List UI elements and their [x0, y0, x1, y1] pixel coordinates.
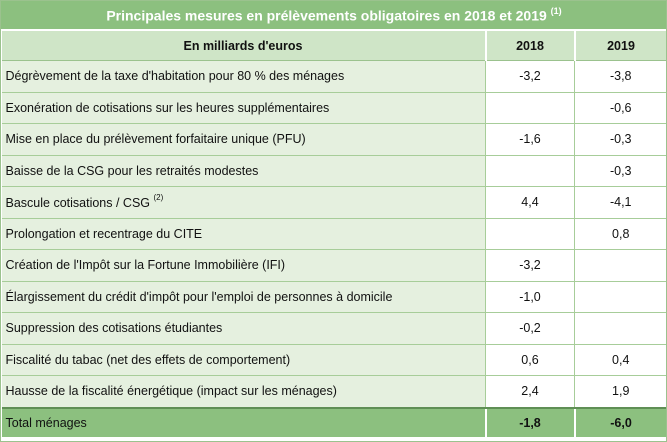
measure-label-cell: Fiscalité du tabac (net des effets de co… [1, 344, 486, 376]
value-2019-cell: 1,9 [573, 375, 667, 408]
value-2019: 0,4 [612, 352, 630, 367]
table-row: Élargissement du crédit d'impôt pour l'e… [1, 281, 667, 313]
table-row: Hausse de la fiscalité énergétique (impa… [1, 375, 667, 408]
year-2018-header: 2018 [485, 30, 576, 61]
table-title-row: Principales mesures en prélèvements obli… [0, 0, 667, 31]
value-2019: -3,8 [609, 69, 632, 84]
value-2019-cell: -0,3 [573, 155, 667, 187]
value-2018-cell: -3,2 [485, 249, 575, 282]
measure-label-cell: Prolongation et recentrage du CITE [1, 218, 486, 250]
measure-label: Exonération de cotisations sur les heure… [5, 100, 330, 115]
total-label: Total ménages [1, 406, 486, 437]
measure-label-cell: Exonération de cotisations sur les heure… [1, 92, 486, 124]
table-row: Mise en place du prélèvement forfaitaire… [1, 123, 667, 156]
measure-label: Hausse de la fiscalité énergétique (impa… [5, 384, 337, 399]
table-row: Prolongation et recentrage du CITE 0,8 [1, 218, 667, 250]
measure-label-cell: Création de l'Impôt sur la Fortune Immob… [1, 249, 486, 282]
table-title: Principales mesures en prélèvements obli… [0, 0, 667, 31]
measure-label-cell: Mise en place du prélèvement forfaitaire… [1, 123, 486, 156]
value-2019-cell [573, 249, 667, 282]
table-row: Suppression des cotisations étudiantes -0… [1, 312, 667, 345]
value-2018: 4,4 [521, 195, 539, 210]
value-2019: -0,3 [609, 163, 632, 178]
table-row: Exonération de cotisations sur les heure… [1, 92, 667, 124]
value-2018-cell: 4,4 [485, 186, 575, 219]
value-2019-cell: -0,3 [573, 123, 667, 156]
value-2019-cell: -3,8 [573, 60, 667, 93]
measure-label: Prolongation et recentrage du CITE [5, 226, 203, 241]
measure-label-cell: Bascule cotisations / CSG (2) [1, 186, 486, 219]
value-2019: 0,8 [612, 226, 630, 241]
value-2018-cell: -1,6 [485, 123, 575, 156]
value-2019: -0,6 [609, 100, 632, 115]
measure-label: Élargissement du crédit d'impôt pour l'e… [5, 289, 393, 304]
measure-label-cell: Dégrèvement de la taxe d'habitation pour… [1, 60, 486, 93]
value-2018: -0,2 [519, 321, 541, 336]
table-title-footnote: (1) [550, 5, 562, 16]
value-2018: 2,4 [521, 384, 539, 399]
table-header-row: En milliards d'euros 2018 2019 [1, 30, 667, 61]
measure-label: Dégrèvement de la taxe d'habitation pour… [5, 69, 345, 84]
value-2019: -4,1 [609, 195, 632, 210]
table-row: Baisse de la CSG pour les retraités mode… [1, 155, 667, 187]
unit-header: En milliards d'euros [1, 30, 487, 61]
value-2019: -0,3 [609, 132, 632, 147]
value-2019-cell [573, 281, 667, 313]
value-2018-cell: 2,4 [485, 375, 575, 408]
year-2019-header: 2019 [574, 30, 667, 61]
value-2019-cell: 0,8 [573, 218, 667, 250]
value-2018: -3,2 [519, 258, 541, 273]
value-2018-cell: 0,6 [485, 344, 575, 376]
value-2019-cell: -0,6 [573, 92, 667, 124]
total-2019: -6,0 [573, 406, 667, 437]
value-2018-cell: -0,2 [485, 312, 575, 345]
value-2018: -3,2 [519, 69, 541, 84]
value-2018: -1,6 [519, 132, 541, 147]
value-2019-cell [573, 312, 667, 345]
table-title-text: Principales mesures en prélèvements obli… [106, 7, 547, 24]
value-2019-cell: 0,4 [573, 344, 667, 376]
measure-footnote: (2) [153, 192, 164, 202]
measure-label: Fiscalité du tabac (net des effets de co… [5, 352, 291, 367]
table-row: Création de l'Impôt sur la Fortune Immob… [1, 249, 667, 282]
measure-label-cell: Baisse de la CSG pour les retraités mode… [1, 155, 486, 187]
measure-label: Baisse de la CSG pour les retraités mode… [5, 163, 259, 178]
value-2018-cell: -3,2 [485, 60, 575, 93]
measure-label: Mise en place du prélèvement forfaitaire… [5, 132, 306, 147]
value-2018: -1,0 [519, 289, 541, 304]
measure-label-cell: Suppression des cotisations étudiantes [1, 312, 486, 345]
table-body: Dégrèvement de la taxe d'habitation pour… [1, 60, 667, 408]
measure-label: Création de l'Impôt sur la Fortune Immob… [5, 258, 286, 273]
table-row: Bascule cotisations / CSG (2) 4,4 -4,1 [1, 186, 667, 219]
value-2019: 1,9 [612, 384, 630, 399]
total-2018: -1,8 [484, 406, 575, 437]
value-2018: 0,6 [521, 352, 539, 367]
measure-label: Suppression des cotisations étudiantes [5, 321, 223, 336]
value-2018-cell [485, 155, 575, 187]
value-2018-cell: -1,0 [485, 281, 575, 313]
measure-label-cell: Élargissement du crédit d'impôt pour l'e… [1, 281, 486, 313]
measure-label: Bascule cotisations / CSG [5, 195, 151, 210]
value-2019-cell: -4,1 [573, 186, 667, 219]
value-2018-cell [485, 218, 575, 250]
value-2018-cell [485, 92, 575, 124]
table-row: Fiscalité du tabac (net des effets de co… [1, 344, 667, 376]
total-row: Total ménages -1,8 -6,0 [1, 406, 667, 437]
measure-label-cell: Hausse de la fiscalité énergétique (impa… [1, 375, 486, 408]
table-row: Dégrèvement de la taxe d'habitation pour… [1, 60, 667, 93]
